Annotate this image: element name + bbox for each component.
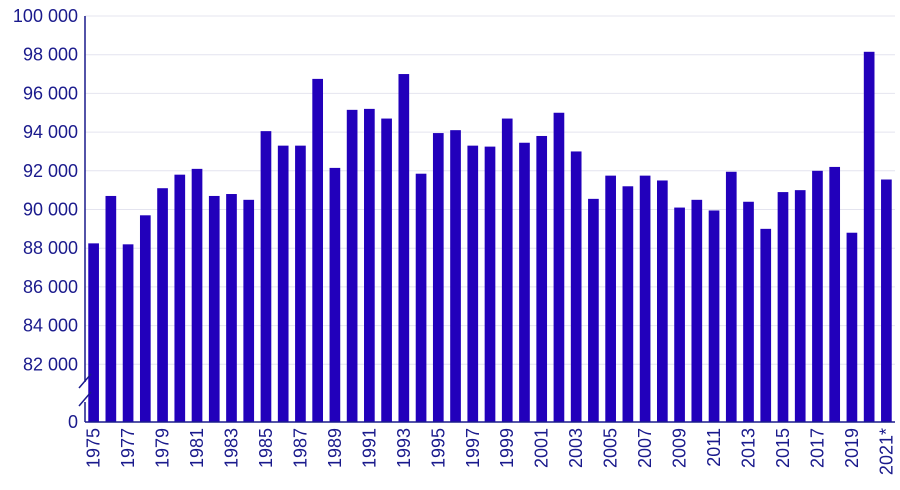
bar-1996	[450, 130, 461, 423]
x-tick-label: 2005	[601, 428, 621, 468]
x-tick-label: 2001	[532, 428, 552, 468]
bar-2004	[588, 198, 599, 422]
axis-break-mark-lower	[78, 391, 92, 407]
bar-2014	[760, 228, 772, 422]
y-tick-label: 82 000	[23, 354, 78, 374]
bars	[88, 51, 892, 423]
y-tick-label: 100 000	[13, 6, 78, 26]
x-tick-label: 1999	[497, 428, 517, 468]
y-tick-label: 92 000	[23, 161, 78, 181]
y-tick-label-zero: 0	[68, 412, 78, 432]
x-tick-label: 1975	[84, 428, 104, 468]
bar-1995	[432, 133, 444, 422]
x-tick-label: 2015	[773, 428, 793, 468]
axes: 0	[68, 16, 895, 432]
y-tick-labels: 82 000 84 000 86 000 88 000 90 000 92 000 94 0…	[13, 6, 78, 374]
bar-2002	[553, 112, 565, 422]
x-tick-label: 1995	[428, 428, 448, 468]
x-tick-label: 1979	[153, 428, 173, 468]
bar-1977	[122, 244, 134, 422]
bar-2000	[519, 142, 530, 422]
bar-1999	[501, 118, 513, 423]
bar-1998	[484, 146, 496, 423]
bar-1989	[329, 167, 341, 422]
bar-2005	[605, 175, 616, 422]
bar-1975	[88, 243, 99, 422]
x-tick-label: 1981	[187, 428, 207, 468]
bar-2008	[656, 180, 668, 422]
bar-2009	[674, 207, 685, 422]
bar-1979	[157, 188, 168, 422]
bar-1997	[467, 145, 479, 422]
bar-1994	[415, 173, 427, 422]
x-tick-label: 2011	[704, 428, 724, 467]
bar-2019	[846, 232, 858, 422]
bar-2011	[708, 210, 720, 422]
x-tick-label: 1993	[394, 428, 414, 468]
bar-1982	[208, 195, 220, 422]
x-tick-labels: 1975 1977 1979 1981 1983 1985 1987 1989 1991 1993…	[84, 428, 897, 475]
bar-1993	[398, 74, 410, 423]
bar-1983	[226, 194, 237, 422]
bar-1981	[191, 168, 203, 422]
bar-1992	[381, 118, 392, 423]
bar-1987	[295, 145, 306, 422]
y-tick-label: 90 000	[23, 200, 78, 220]
x-tick-label: 1987	[290, 428, 310, 468]
axis-break-mark-upper	[78, 373, 92, 389]
bar-1988	[312, 78, 324, 422]
bar-2003	[570, 151, 582, 422]
y-tick-label: 96 000	[23, 83, 78, 103]
bar-2007	[639, 175, 651, 422]
bar-1980	[174, 174, 186, 422]
bar-2013	[743, 201, 754, 422]
x-tick-label: 1977	[118, 428, 138, 468]
bar-2021p	[881, 179, 892, 422]
bar-1984	[243, 199, 255, 422]
y-tick-label: 88 000	[23, 238, 78, 258]
bar-2020	[863, 51, 875, 423]
y-tick-label: 98 000	[23, 45, 78, 65]
bar-1976	[105, 195, 117, 422]
y-tick-label: 84 000	[23, 316, 78, 336]
y-tick-label: 94 000	[23, 122, 78, 142]
x-tick-label: 2009	[670, 428, 690, 468]
bar-1978	[139, 215, 151, 422]
x-tick-label: 2021*	[876, 428, 896, 475]
bar-2017	[812, 170, 823, 422]
bar-1986	[277, 145, 289, 422]
bar-1985	[260, 131, 272, 422]
bar-2010	[691, 199, 703, 422]
x-tick-label: 2007	[635, 428, 655, 468]
bar-2006	[622, 186, 634, 422]
bar-2018	[829, 166, 841, 422]
x-tick-label: 2017	[807, 428, 827, 468]
bar-2012	[725, 171, 737, 422]
bar-1991	[364, 108, 375, 422]
x-tick-label: 1985	[256, 428, 276, 468]
x-tick-label: 1983	[221, 428, 241, 468]
x-tick-label: 1991	[359, 428, 379, 468]
x-tick-label: 1997	[463, 428, 483, 468]
bar-2016	[794, 190, 806, 422]
x-tick-label: 2013	[739, 428, 759, 468]
bar-2001	[536, 135, 548, 422]
x-tick-label: 2019	[842, 428, 862, 468]
bar-2015	[777, 192, 789, 422]
x-tick-label: 2003	[566, 428, 586, 468]
x-tick-label: 1989	[325, 428, 345, 468]
y-tick-label: 86 000	[23, 277, 78, 297]
bar-1990	[346, 109, 358, 422]
